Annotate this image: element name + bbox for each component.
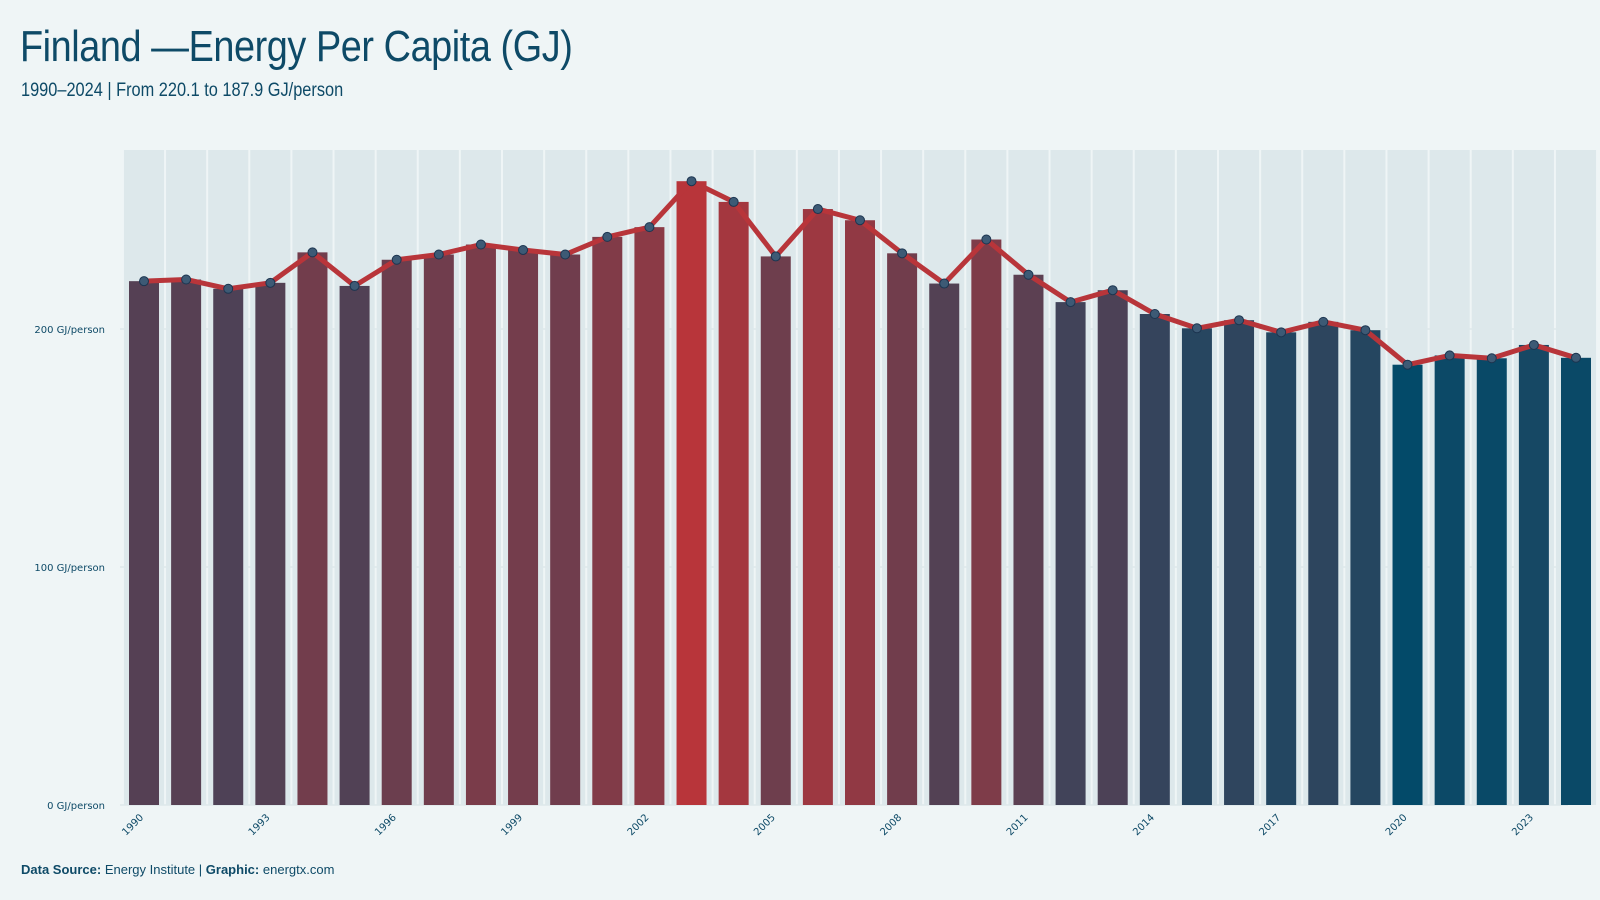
bar-2003 <box>676 181 707 805</box>
bar-2004 <box>718 201 749 805</box>
bar-1993 <box>255 282 286 805</box>
x-tick-label: 1990 <box>120 812 146 838</box>
point-2020 <box>1402 359 1413 370</box>
bar-2017 <box>1266 332 1297 805</box>
bar-2013 <box>1097 290 1128 805</box>
bar-2009 <box>929 283 960 805</box>
source-value: Energy Institute | <box>104 862 203 877</box>
point-1992 <box>223 283 234 294</box>
y-axis-labels: 0 GJ/person 100 GJ/person 200 GJ/person <box>34 325 105 812</box>
bar-1992 <box>213 288 244 805</box>
x-tick-label: 1996 <box>373 812 399 838</box>
x-tick-label: 2023 <box>1510 812 1536 838</box>
graphic-label: Graphic: <box>205 862 260 877</box>
bar-2023 <box>1518 344 1549 805</box>
bar-1999 <box>508 249 539 805</box>
bar-2024 <box>1561 357 1591 805</box>
bar-1998 <box>465 244 496 805</box>
point-2019 <box>1360 325 1371 336</box>
point-2016 <box>1234 315 1245 326</box>
bar-2008 <box>887 253 918 806</box>
bar-2012 <box>1055 302 1086 805</box>
point-2008 <box>897 248 908 259</box>
source-label: Data Source: <box>21 862 102 877</box>
chart-title: Finland —Energy Per Capita (GJ) <box>20 22 573 71</box>
bar-1997 <box>423 254 454 806</box>
x-tick-label: 2002 <box>626 812 652 838</box>
bar-1994 <box>297 252 328 805</box>
point-1990 <box>139 276 149 287</box>
point-2005 <box>770 251 781 262</box>
point-2023 <box>1528 339 1539 350</box>
point-1999 <box>518 244 529 255</box>
point-1991 <box>181 274 192 285</box>
bar-2021 <box>1434 355 1465 805</box>
point-2001 <box>602 231 613 242</box>
x-tick-label: 2014 <box>1131 812 1157 838</box>
bar-2015 <box>1181 328 1212 805</box>
x-tick-label: 1993 <box>247 812 273 838</box>
bar-series <box>123 150 1597 806</box>
bar-2007 <box>845 220 875 805</box>
point-2015 <box>1191 323 1202 334</box>
bar-2018 <box>1308 321 1339 805</box>
y-tick-label: 0 GJ/person <box>47 801 105 812</box>
point-2014 <box>1149 309 1160 320</box>
bar-2005 <box>760 256 791 805</box>
point-2003 <box>686 176 697 187</box>
x-tick-label: 2005 <box>752 812 778 838</box>
x-tick-label: 1999 <box>499 812 525 838</box>
y-tick-label: 100 GJ/person <box>34 563 105 574</box>
bar-1991 <box>171 279 202 806</box>
bar-2010 <box>971 239 1002 806</box>
line-points <box>139 176 1581 370</box>
point-1998 <box>475 239 486 250</box>
point-1995 <box>349 280 360 291</box>
chart-subtitle: 1990–2024 | From 220.1 to 187.9 GJ/perso… <box>21 80 344 101</box>
point-2021 <box>1444 350 1455 361</box>
point-2013 <box>1107 285 1118 296</box>
x-axis-labels: 1990 1993 1996 1999 2002 2005 2008 2011 2014 2017… <box>120 812 1536 838</box>
x-tick-label: 2008 <box>878 812 904 838</box>
bar-1995 <box>339 285 370 805</box>
point-2000 <box>560 249 571 260</box>
footer: Data Source: Energy Institute | Graphic:… <box>21 862 334 877</box>
bar-2000 <box>550 254 581 806</box>
point-1997 <box>433 249 444 260</box>
point-2006 <box>812 204 823 215</box>
point-1994 <box>307 247 318 258</box>
point-2009 <box>939 278 950 289</box>
bar-2014 <box>1139 314 1170 805</box>
point-1993 <box>265 277 276 288</box>
bar-2011 <box>1013 274 1044 806</box>
bar-2022 <box>1476 358 1507 805</box>
point-2004 <box>728 196 739 207</box>
bar-2019 <box>1350 330 1381 805</box>
x-tick-label: 2020 <box>1384 812 1410 838</box>
graphic-value: energtx.com <box>262 862 335 877</box>
point-2012 <box>1065 297 1076 308</box>
point-2017 <box>1276 327 1287 338</box>
bar-1990 <box>129 281 159 805</box>
point-2018 <box>1318 316 1329 327</box>
x-tick-label: 2017 <box>1258 812 1284 838</box>
point-2022 <box>1486 353 1497 364</box>
point-2024 <box>1571 352 1581 363</box>
point-2011 <box>1023 269 1034 280</box>
bar-2020 <box>1392 364 1423 805</box>
y-tick-label: 200 GJ/person <box>34 325 105 336</box>
point-2002 <box>644 222 655 233</box>
point-1996 <box>391 254 402 265</box>
point-2007 <box>855 215 865 226</box>
bar-1996 <box>381 259 412 805</box>
bar-2001 <box>592 236 623 806</box>
x-tick-label: 2011 <box>1005 812 1031 838</box>
bar-2006 <box>802 209 833 806</box>
bar-2002 <box>634 227 665 806</box>
point-2010 <box>981 234 992 245</box>
bar-2016 <box>1224 320 1255 805</box>
